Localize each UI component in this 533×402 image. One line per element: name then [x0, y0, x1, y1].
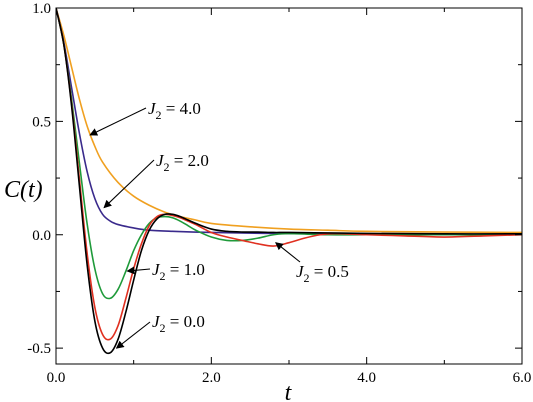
annotation-label: J2 = 0.0	[152, 312, 205, 335]
y-tick-label: 1.0	[32, 1, 51, 17]
x-tick-label: 2.0	[202, 370, 221, 386]
annotation-arrow	[89, 107, 147, 136]
series-line-4	[56, 8, 522, 355]
x-axis-label: t	[285, 380, 293, 402]
series-line-2	[56, 8, 522, 300]
series-line-0	[56, 8, 522, 234]
series-line-1	[56, 8, 522, 236]
series-line-3	[56, 8, 522, 341]
ticks-layer: 0.0 2.0 4.0 6.0 -0.5 0.0 0.5 1.0	[27, 1, 531, 386]
annotation-arrow	[275, 242, 301, 263]
y-tick-label: 0.5	[32, 114, 51, 130]
annotation-label: J2 = 0.5	[296, 262, 349, 285]
y-tick-label: 0.0	[32, 228, 51, 244]
x-tick-label: 0.0	[47, 370, 66, 386]
annotation-arrow	[126, 266, 151, 275]
annotation-arrow	[103, 159, 155, 209]
annotations-layer: J2 = 4.0 J2 = 2.0 J2 = 1.0 J2 = 0.5 J2 = 0.0	[89, 99, 349, 349]
annotation-arrow	[115, 321, 151, 349]
y-axis-label: C(t)	[4, 177, 43, 203]
annotation-label: J2 = 1.0	[152, 260, 205, 283]
series-layer	[56, 8, 522, 355]
x-tick-label: 6.0	[513, 370, 532, 386]
x-tick-label: 4.0	[357, 370, 376, 386]
annotation-label: J2 = 4.0	[148, 99, 201, 122]
annotation-label: J2 = 2.0	[156, 151, 209, 174]
y-tick-label: -0.5	[27, 341, 51, 357]
